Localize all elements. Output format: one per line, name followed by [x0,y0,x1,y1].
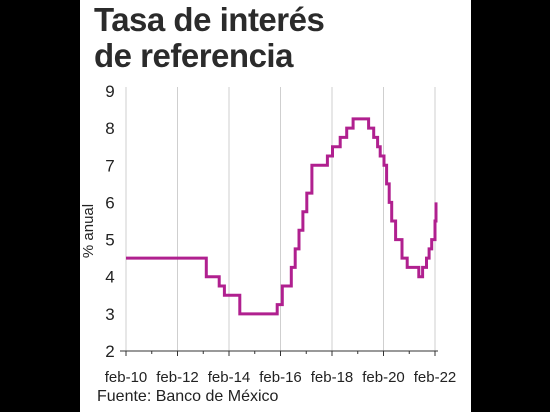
chart-title: Tasa de interés de referencia [94,1,325,74]
source-note: Fuente: Banco de México [97,388,279,405]
y-axis-label: % anual [80,204,97,258]
chart-title-line-1: Tasa de interés [94,1,325,38]
x-tick-label: feb-22 [414,369,457,386]
x-tick-label: feb-10 [105,369,148,386]
chart-title-line-2: de referencia [94,37,293,74]
chart-card: Tasa de interés de referencia feb-10 feb-… [80,0,471,412]
x-ticks: feb-10 feb-12 feb-14 feb-16 feb-18 feb-20 feb-… [105,350,457,386]
y-tick-label: 8 [105,119,114,138]
x-tick-label: feb-18 [311,369,354,386]
y-tick-label: 9 [105,82,114,101]
x-tick-label: feb-16 [259,369,302,386]
y-tick-label: 4 [105,268,114,287]
rate-series-line [126,117,438,316]
y-tick-label: 2 [105,342,114,361]
y-tick-label: 7 [105,156,114,175]
gridlines [125,87,436,351]
rate-line-chart: feb-10 feb-12 feb-14 feb-16 feb-18 feb-20 feb-… [80,82,457,386]
y-tick-label: 3 [105,305,114,324]
x-tick-label: feb-20 [362,369,405,386]
y-axis-labels: 2 3 4 5 6 7 8 9 [105,82,114,361]
y-tick-label: 6 [105,193,114,212]
y-tick-label: 5 [105,231,114,250]
series-line-layer [126,117,438,316]
x-tick-label: feb-12 [156,369,199,386]
x-tick-label: feb-14 [208,369,251,386]
